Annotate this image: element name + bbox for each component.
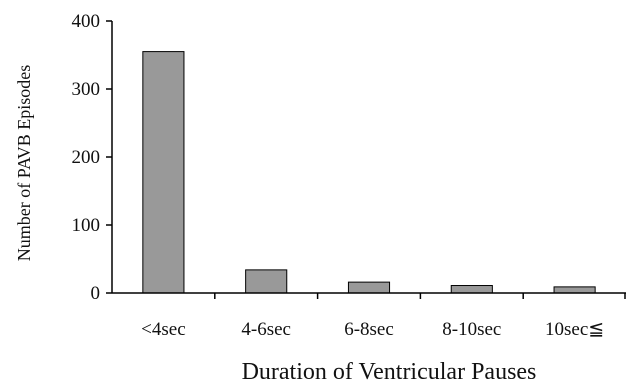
x-tick-label: 6-8sec (344, 319, 394, 340)
bar-2 (347, 281, 391, 294)
y-tick-label: 200 (72, 147, 101, 168)
x-axis-title: Duration of Ventricular Pauses (242, 359, 537, 385)
bar-3 (450, 285, 493, 294)
bars-group (142, 51, 596, 294)
x-tick-label: 8-10sec (442, 319, 501, 340)
y-tick-label: 0 (91, 283, 101, 304)
x-tick-label: <4sec (141, 319, 185, 340)
x-tick-label: 10sec≦ (545, 319, 604, 340)
y-tick-label: 300 (72, 79, 101, 100)
y-axis-ticks: 0 100 200 300 400 (72, 11, 112, 304)
bar-0 (142, 51, 185, 294)
y-tick-label: 100 (72, 215, 101, 236)
bar-4 (553, 286, 596, 294)
y-tick-label: 400 (72, 11, 101, 32)
y-axis-title: Number of PAVB Episodes (14, 65, 34, 262)
x-axis-ticks: <4sec 4-6sec 6-8sec 8-10sec 10sec≦ (141, 293, 626, 340)
bar-1 (245, 269, 288, 294)
x-tick-label: 4-6sec (241, 319, 291, 340)
